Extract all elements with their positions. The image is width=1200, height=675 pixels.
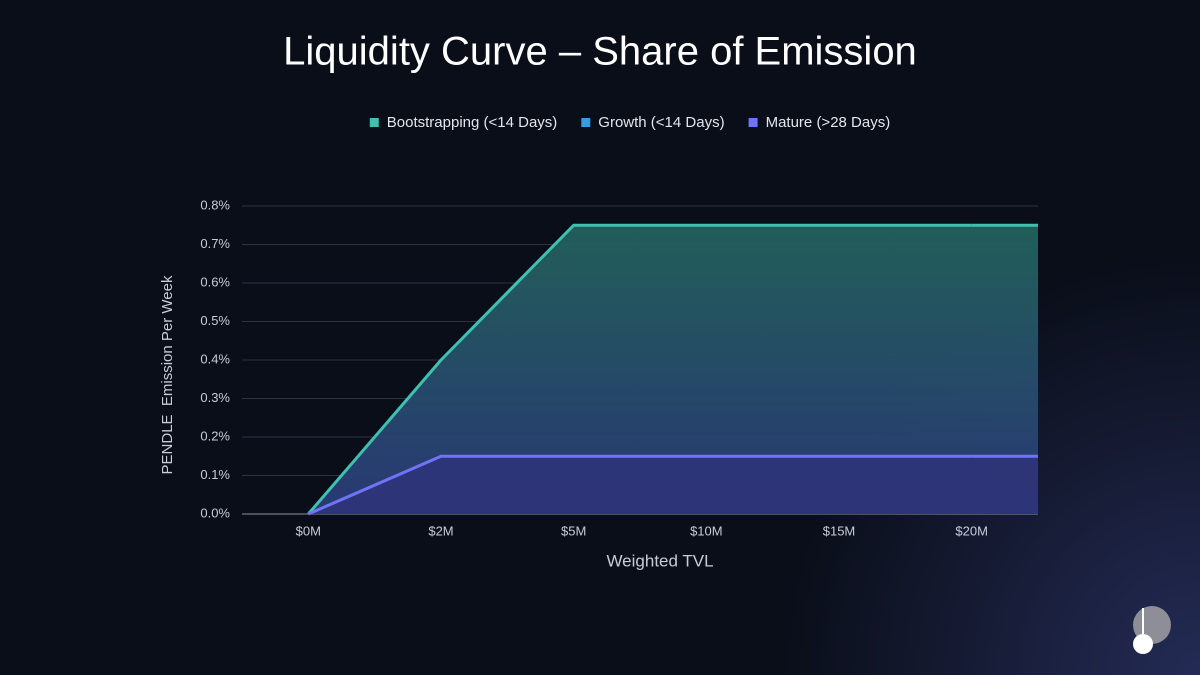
- y-tick-label: 0.7%: [200, 236, 230, 251]
- legend-item: Mature (>28 Days): [748, 114, 891, 131]
- line: [307, 454, 972, 516]
- legend-item: Growth (<14 Days): [581, 114, 725, 131]
- x-tick-label: $0M: [296, 523, 321, 538]
- y-tick-label: 0.0%: [200, 505, 230, 520]
- legend-label: Bootstrapping (<14 Days): [387, 114, 558, 131]
- y-tick-label: 0.5%: [200, 313, 230, 328]
- y-tick-label: 0.4%: [200, 351, 230, 366]
- line: [307, 223, 972, 515]
- y-tick-label: 0.3%: [200, 390, 230, 405]
- legend-swatch: [581, 118, 591, 127]
- x-axis-label: Weighted TVL: [606, 551, 713, 570]
- y-tick-label: 0.2%: [200, 428, 230, 443]
- area-fill: [308, 456, 1038, 514]
- y-tick-label: 0.6%: [200, 274, 230, 289]
- x-tick-label: $10M: [690, 523, 723, 538]
- area-fill: [308, 225, 1038, 514]
- y-tick-label: 0.1%: [200, 467, 230, 482]
- legend-label: Growth (<14 Days): [598, 114, 724, 131]
- logo: [1133, 606, 1171, 654]
- legend-swatch: [748, 118, 758, 127]
- legend: Bootstrapping (<14 Days) Growth (<14 Days…: [369, 114, 891, 131]
- x-tick-label: $5M: [561, 523, 586, 538]
- chart-title: Liquidity Curve – Share of Emission: [283, 30, 917, 74]
- legend-label: Mature (>28 Days): [766, 114, 891, 131]
- y-axis-label: PENDLE Emission Per Week: [159, 275, 176, 474]
- y-tick-label: 0.8%: [200, 197, 230, 212]
- x-tick-label: $20M: [955, 523, 988, 538]
- x-tick-label: $15M: [823, 523, 856, 538]
- legend-swatch: [369, 118, 379, 127]
- legend-item: Bootstrapping (<14 Days): [369, 114, 558, 131]
- x-tick-label: $2M: [428, 523, 453, 538]
